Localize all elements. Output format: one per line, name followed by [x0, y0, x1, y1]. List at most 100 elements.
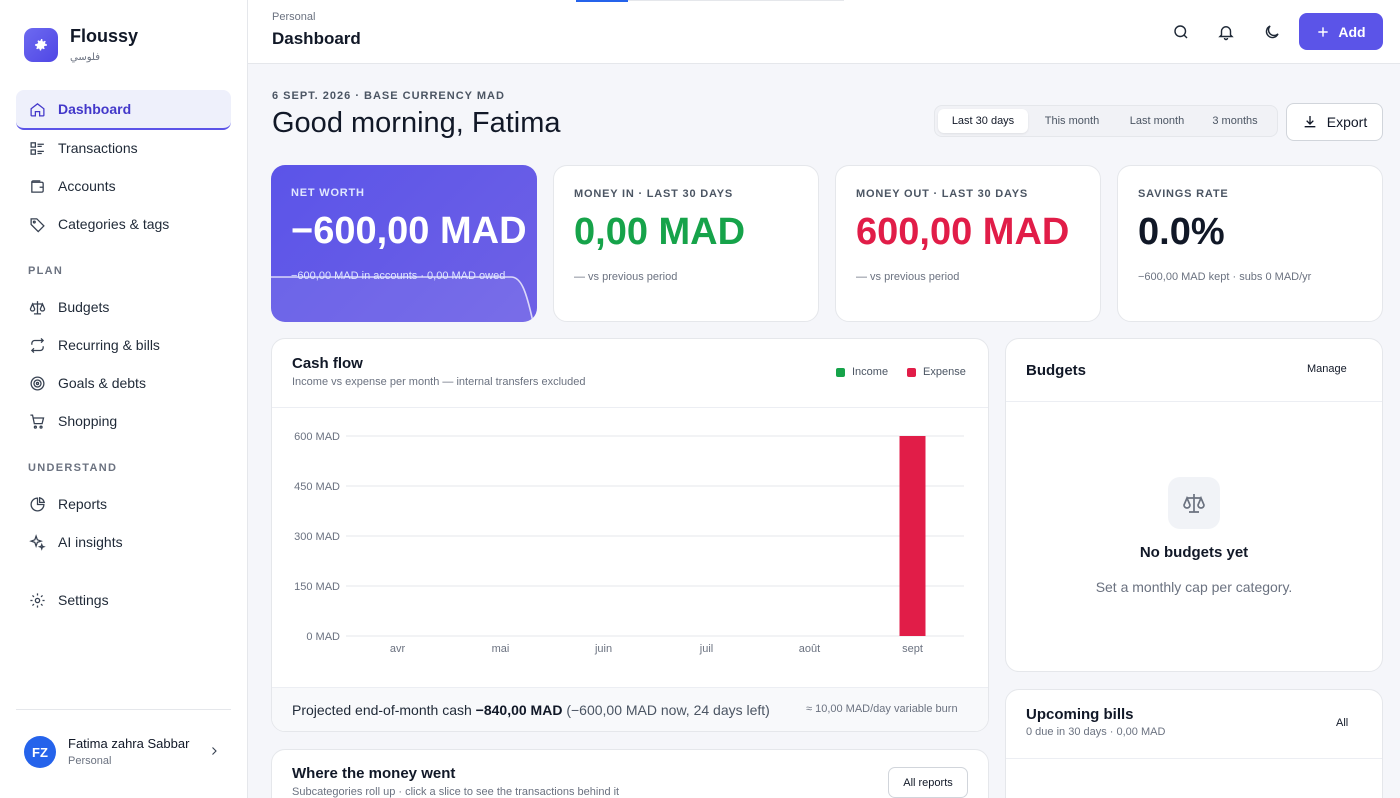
- sidebar-item-reports[interactable]: Reports: [16, 484, 231, 524]
- kpi-value: 0.0%: [1138, 211, 1225, 253]
- plus-icon: [1318, 26, 1329, 37]
- y-tick-label: 450 MAD: [294, 481, 340, 493]
- bar-expense: [899, 436, 926, 636]
- divider: [1006, 401, 1382, 402]
- sidebar-item-ai-insights[interactable]: AI insights: [16, 522, 231, 562]
- legend-swatch: [836, 367, 845, 377]
- download-icon: [1304, 116, 1316, 128]
- cashflow-subtitle: Income vs expense per month — internal t…: [292, 376, 586, 388]
- sidebar-item-goals[interactable]: Goals & debts: [16, 363, 231, 403]
- home-icon: [28, 100, 46, 118]
- chevron-right-icon[interactable]: [208, 744, 220, 763]
- all-reports-button[interactable]: All reports: [888, 767, 968, 798]
- sidebar-item-label: Budgets: [58, 299, 110, 315]
- cashflow-title: Cash flow: [292, 355, 363, 372]
- kpi-value: −600,00 MAD: [291, 210, 527, 252]
- date-line: 6 SEPT. 2026 · BASE CURRENCY MAD: [272, 90, 505, 102]
- app-name: Floussy: [70, 26, 139, 46]
- wallet-icon: [28, 177, 46, 195]
- divider: [16, 709, 231, 710]
- kpi-sub: −600,00 MAD kept · subs 0 MAD/yr: [1138, 271, 1312, 283]
- app-logo[interactable]: [24, 28, 58, 62]
- sidebar-item-settings[interactable]: Settings: [16, 580, 231, 620]
- sidebar-item-label: Goals & debts: [58, 375, 146, 391]
- export-button[interactable]: Export: [1286, 103, 1383, 141]
- kpi-net-worth[interactable]: NET WORTH −600,00 MAD −600,00 MAD in acc…: [271, 165, 537, 322]
- x-tick-label: avr: [390, 643, 406, 655]
- kpi-money-out[interactable]: MONEY OUT · LAST 30 DAYS 600,00 MAD — vs…: [835, 165, 1101, 322]
- sidebar-item-budgets[interactable]: Budgets: [16, 287, 231, 327]
- x-tick-label: août: [799, 643, 820, 655]
- x-tick-label: juin: [594, 643, 612, 655]
- kpi-value: 0,00 MAD: [574, 211, 746, 253]
- range-selector: Last 30 days This month Last month 3 mon…: [934, 105, 1278, 137]
- list-icon: [28, 139, 46, 157]
- gear-icon: [28, 591, 46, 609]
- y-tick-label: 600 MAD: [294, 431, 340, 443]
- kpi-sub: — vs previous period: [574, 271, 678, 283]
- sidebar-item-transactions[interactable]: Transactions: [16, 128, 231, 168]
- legend-income[interactable]: Income: [836, 366, 888, 378]
- breadcrumb[interactable]: Personal: [272, 11, 316, 23]
- bills-title: Upcoming bills: [1026, 706, 1134, 723]
- sidebar-item-shopping[interactable]: Shopping: [16, 401, 231, 441]
- y-tick-label: 300 MAD: [294, 531, 340, 543]
- cashflow-card: [271, 338, 989, 732]
- add-button-label: Add: [1338, 23, 1366, 40]
- projection-label: Projected end-of-month cash: [292, 702, 472, 718]
- upcoming-bills-card: [1005, 689, 1383, 798]
- kpi-label: SAVINGS RATE: [1138, 188, 1229, 200]
- tag-icon: [28, 215, 46, 233]
- scale-icon: [1168, 477, 1220, 529]
- add-button[interactable]: Add: [1299, 13, 1383, 50]
- sidebar-item-dashboard[interactable]: Dashboard: [16, 90, 231, 130]
- legend-expense[interactable]: Expense: [907, 366, 966, 378]
- range-this-month[interactable]: This month: [1044, 115, 1100, 127]
- avatar[interactable]: FZ: [24, 736, 56, 768]
- range-3-months[interactable]: 3 months: [1212, 115, 1258, 127]
- sparkle-icon: [28, 533, 46, 551]
- target-icon: [28, 374, 46, 392]
- scroll-track: [628, 0, 844, 1]
- bills-all-link[interactable]: All: [1336, 717, 1349, 729]
- sidebar-item-label: Categories & tags: [58, 216, 170, 232]
- nav-section-plan: PLAN: [28, 265, 64, 277]
- range-last-30-days[interactable]: Last 30 days: [938, 109, 1028, 133]
- divider: [272, 407, 988, 408]
- where-sub: Subcategories roll up · click a slice to…: [292, 786, 620, 798]
- legend-swatch: [907, 367, 916, 377]
- sidebar-item-recurring[interactable]: Recurring & bills: [16, 325, 231, 365]
- greeting: Good morning, Fatima: [272, 107, 561, 139]
- app-subtitle: فلوسي: [70, 52, 100, 63]
- sidebar-item-label: Reports: [58, 496, 108, 512]
- page-title: Dashboard: [272, 29, 361, 48]
- sidebar-item-label: Recurring & bills: [58, 337, 160, 353]
- x-tick-label: mai: [492, 643, 510, 655]
- projection-bar: [272, 687, 988, 731]
- sidebar-item-label: Transactions: [58, 140, 138, 156]
- sidebar-item-accounts[interactable]: Accounts: [16, 166, 231, 206]
- range-last-month[interactable]: Last month: [1129, 115, 1185, 127]
- x-tick-label: sept: [902, 643, 923, 655]
- divider: [1006, 758, 1382, 759]
- manage-budgets-link[interactable]: Manage: [1307, 363, 1347, 375]
- kpi-money-in[interactable]: MONEY IN · LAST 30 DAYS 0,00 MAD — vs pr…: [553, 165, 819, 322]
- cart-icon: [28, 412, 46, 430]
- sidebar-item-label: Settings: [58, 592, 109, 608]
- user-workspace: Personal: [68, 755, 112, 767]
- moon-icon[interactable]: [1262, 22, 1282, 42]
- sidebar-item-label: AI insights: [58, 534, 123, 550]
- kpi-sub: −600,00 MAD in accounts · 0,00 MAD owed: [291, 270, 506, 282]
- search-icon[interactable]: [1171, 22, 1191, 42]
- burn-rate: ≈ 10,00 MAD/day variable burn: [806, 703, 958, 715]
- budgets-empty-sub: Set a monthly cap per category.: [1095, 579, 1293, 595]
- user-name[interactable]: Fatima zahra Sabbar: [68, 736, 190, 751]
- kpi-savings-rate[interactable]: SAVINGS RATE 0.0% −600,00 MAD kept · sub…: [1117, 165, 1383, 322]
- sidebar: Floussy فلوسي Dashboard Transactions Acc…: [0, 0, 248, 798]
- net-worth-sparkline: [271, 276, 534, 322]
- bell-icon[interactable]: [1216, 22, 1236, 42]
- gear-icon: [35, 39, 47, 51]
- sidebar-item-categories[interactable]: Categories & tags: [16, 204, 231, 244]
- projection-value: −840,00 MAD: [475, 702, 563, 718]
- scale-icon: [28, 298, 46, 316]
